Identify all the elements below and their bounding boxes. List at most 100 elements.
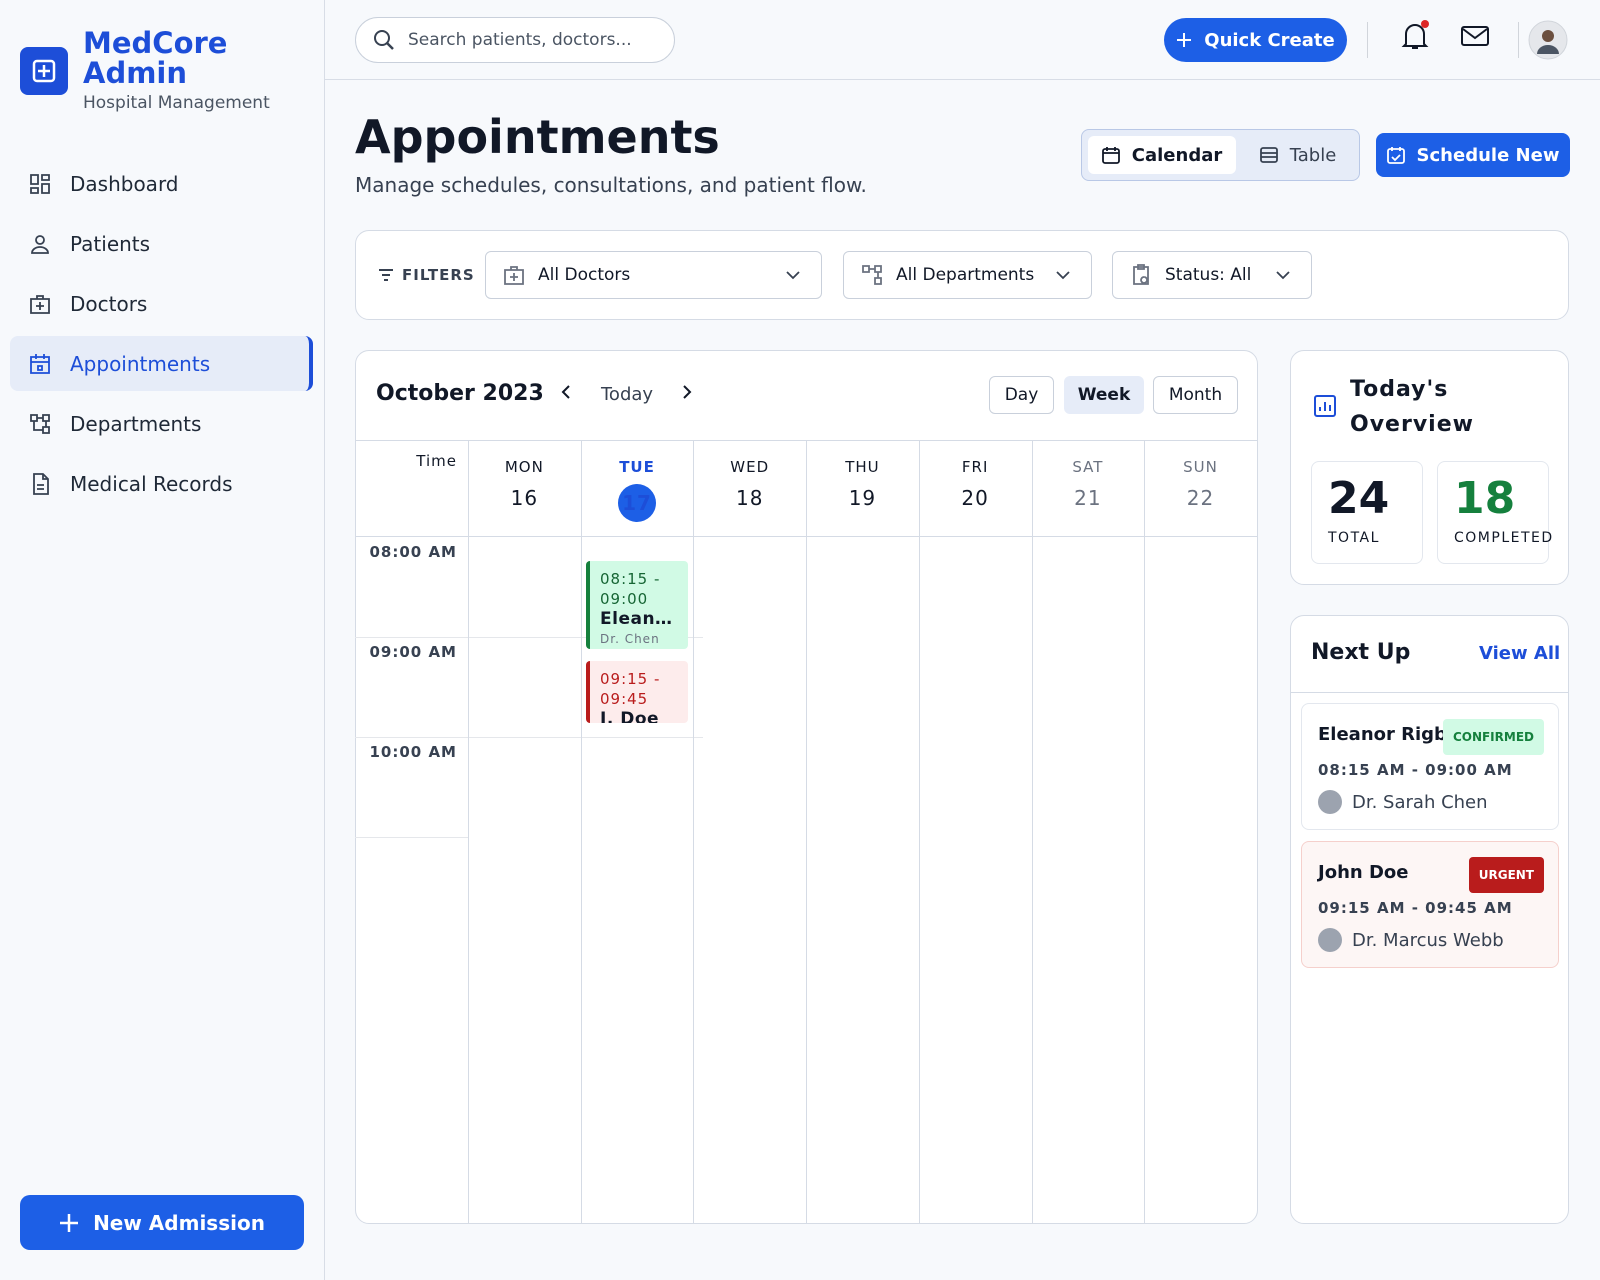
view-mode-button[interactable]: Day — [989, 376, 1054, 414]
nav-label: Departments — [70, 411, 202, 436]
nav-item[interactable]: Appointments — [10, 336, 313, 391]
filter-dropdown[interactable]: Status: All — [1112, 251, 1312, 299]
day-header: THU 19 — [806, 458, 919, 510]
icon — [1056, 271, 1070, 280]
time-label: 08:00 AM — [369, 543, 457, 561]
new-admission-button[interactable]: New Admission — [20, 1195, 304, 1250]
day-date: 20 — [961, 486, 989, 510]
day-name: SAT — [1072, 458, 1104, 476]
stat-card: 18 COMPLETED — [1437, 461, 1554, 564]
view-mode-button[interactable]: Month — [1153, 376, 1238, 414]
day-column — [693, 440, 806, 1224]
day-name: WED — [730, 458, 770, 476]
time-header: Time — [416, 452, 457, 470]
doctor-name: Dr. Marcus Webb — [1352, 930, 1504, 951]
day-date: 21 — [1074, 486, 1102, 510]
label-text: FILTERS — [402, 266, 475, 284]
view-all-link[interactable]: View All — [1479, 643, 1561, 664]
hour-line — [355, 737, 703, 738]
calendar-month: October 2023 — [376, 381, 544, 406]
user-avatar[interactable] — [1528, 20, 1568, 60]
nav-label: Dashboard — [70, 171, 179, 196]
divider — [1290, 692, 1569, 693]
logo — [20, 47, 68, 95]
icon — [30, 294, 50, 314]
dropdown-label: Status: All — [1165, 265, 1252, 285]
nav-item[interactable]: Departments — [10, 396, 313, 451]
search-box[interactable]: Search patients, doctors... — [355, 17, 675, 63]
nav-label: Medical Records — [70, 471, 233, 496]
appointment-time: 09:15 AM - 09:45 AM — [1318, 899, 1513, 917]
dropdown-label: All Departments — [896, 265, 1035, 285]
nav-label: Doctors — [70, 291, 148, 316]
search-placeholder: Search patients, doctors... — [408, 30, 632, 50]
table-view-button[interactable]: Table — [1242, 136, 1354, 174]
brand-subtitle: Hospital Management — [83, 93, 270, 113]
appointment-event[interactable]: 09:15 - 09:45 J. Doe — [586, 661, 688, 723]
stat-value: 18 — [1454, 473, 1516, 524]
day-name: MON — [504, 458, 544, 476]
stat-label: COMPLETED — [1454, 530, 1554, 546]
notifications-icon[interactable] — [1400, 20, 1430, 52]
icon — [504, 266, 524, 285]
filter-dropdown[interactable]: All Departments — [843, 251, 1092, 299]
day-name: SUN — [1183, 458, 1218, 476]
icon — [786, 271, 800, 280]
event-title: J. Doe — [600, 709, 660, 723]
day-column — [468, 440, 581, 1224]
nav-label: Patients — [70, 231, 151, 256]
quick-create-button[interactable]: Quick Create — [1164, 18, 1347, 62]
nav-item[interactable]: Medical Records — [10, 456, 313, 511]
appointment-card[interactable]: Eleanor Rigby CONFIRMED 08:15 AM - 09:00 A… — [1301, 703, 1559, 830]
stat-card: 24 TOTAL — [1311, 461, 1423, 564]
today-button[interactable]: Today — [601, 384, 654, 405]
button-label: Quick Create — [1204, 29, 1335, 51]
day-name: FRI — [961, 458, 989, 476]
day-header: TUE 17 — [581, 458, 694, 522]
status-badge: CONFIRMED — [1442, 719, 1544, 755]
sidebar: MedCore Admin Hospital Management Dashbo… — [0, 0, 325, 1280]
day-column — [1144, 440, 1257, 1224]
icon — [33, 472, 49, 495]
button-label: Schedule New — [1416, 144, 1560, 166]
day-date: 18 — [736, 486, 764, 510]
view-toggle: Calendar Table — [1081, 129, 1360, 181]
prev-button[interactable] — [559, 383, 573, 401]
day-column — [580, 440, 694, 1224]
stat-label: TOTAL — [1328, 530, 1380, 546]
day-header: SUN 22 — [1144, 458, 1257, 510]
doctor-avatar — [1318, 790, 1342, 814]
icon — [1276, 271, 1290, 280]
nav-item[interactable]: Dashboard — [10, 156, 313, 211]
event-time: 08:15 - 09:00 — [600, 570, 661, 608]
button-label: New Admission — [93, 1210, 265, 1235]
nav-item[interactable]: Doctors — [10, 276, 313, 331]
day-date: 17 — [618, 484, 657, 522]
day-date: 19 — [848, 486, 877, 510]
view-mode-button[interactable]: Week — [1064, 376, 1144, 414]
overview-title: Today's Overview — [1350, 377, 1474, 437]
day-column — [1031, 440, 1145, 1224]
filter-dropdown[interactable]: All Doctors — [485, 251, 822, 299]
day-date: 16 — [510, 486, 539, 510]
calendar-view-button[interactable]: Calendar — [1088, 136, 1236, 174]
appointment-card[interactable]: John Doe URGENT 09:15 AM - 09:45 AM Dr. Mar… — [1301, 841, 1559, 968]
schedule-new-button[interactable]: Schedule New — [1376, 133, 1570, 177]
topbar: Search patients, doctors... Quick Create — [325, 0, 1600, 80]
nav-item[interactable]: Patients — [10, 216, 313, 271]
divider — [1518, 22, 1519, 58]
day-name: TUE — [619, 458, 655, 476]
day-header: FRI 20 — [919, 458, 1032, 510]
next-button[interactable] — [680, 383, 694, 401]
mail-icon[interactable] — [1460, 24, 1490, 48]
event-title: Eleanor Rigby — [600, 609, 678, 629]
stat-value: 24 — [1328, 473, 1390, 524]
day-column — [806, 440, 919, 1224]
status-badge: URGENT — [1468, 857, 1544, 893]
patient-name: Eleanor Rigby — [1318, 724, 1459, 745]
icon — [862, 265, 882, 285]
brand-title: MedCore Admin — [83, 26, 228, 90]
page-title: Appointments — [355, 110, 720, 164]
